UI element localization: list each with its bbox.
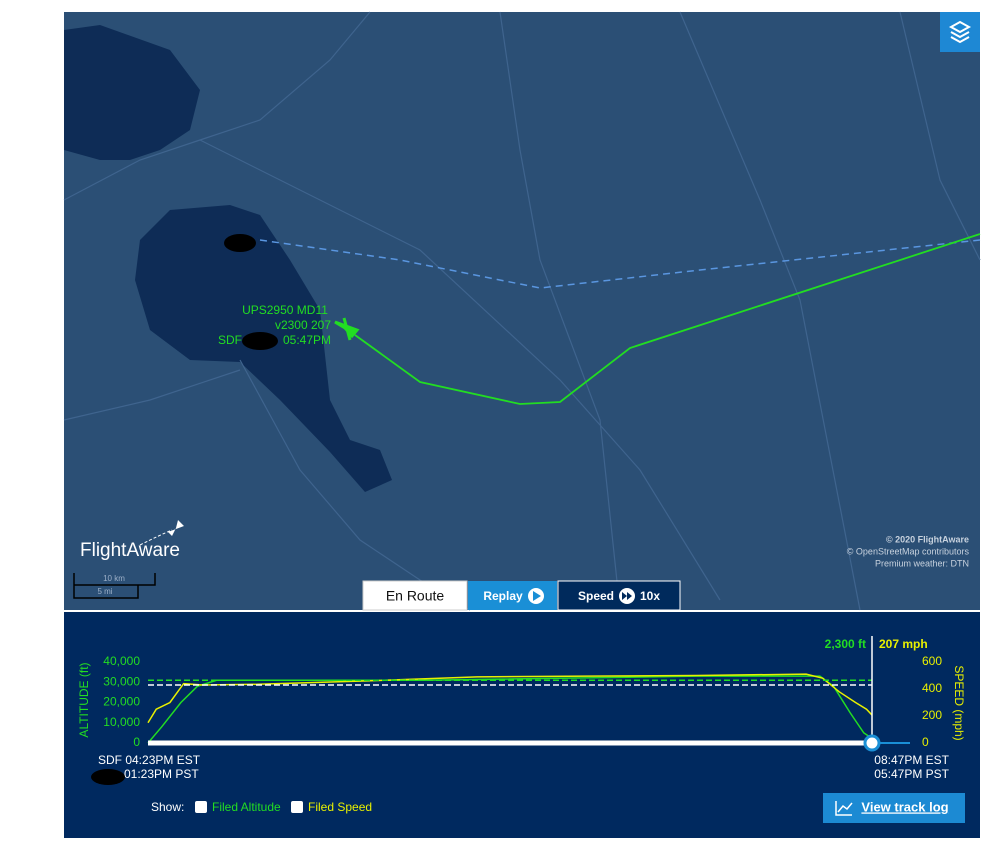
flight-track [354, 233, 981, 405]
y-axis-title: ALTITUDE (ft) [77, 662, 91, 737]
road [499, 11, 621, 611]
checkbox[interactable] [195, 801, 207, 813]
logo-plane [168, 520, 184, 536]
ff-arrows [622, 592, 632, 600]
logo-trail [139, 529, 173, 546]
legend-altitude: Filed Altitude [212, 800, 281, 814]
series-line [147, 675, 873, 744]
roads [63, 11, 981, 611]
map: UPS2950 MD11 v2300 207 SDF 05:47PM Fligh… [63, 11, 981, 611]
scale-km: 10 km [103, 574, 125, 583]
readout-altitude: 2,300 ft [825, 637, 866, 651]
scrubber-handle [863, 734, 881, 752]
y2-tick-label: 400 [922, 681, 942, 695]
end-time: 08:47PM EST [874, 753, 949, 767]
series-line [147, 673, 873, 724]
logo: FlightAware [80, 540, 180, 561]
tab-en-route[interactable] [362, 580, 468, 611]
start-local: 01:23PM PST [124, 767, 199, 781]
water [64, 25, 200, 160]
redaction [91, 769, 125, 785]
y2-tick-label: 0 [922, 735, 929, 749]
plot: 0 10,000 20,000 30,000 40,000 0 200 400 600 [103, 636, 942, 752]
flight-eta: 05:47PM [283, 333, 331, 347]
tab-label: Replay [483, 589, 523, 603]
checkbox[interactable] [291, 801, 303, 813]
tab-label: 10x [640, 589, 660, 603]
flight-alt-speed: v2300 207 [275, 318, 331, 332]
show-label: Show: [151, 800, 184, 814]
y-tick-label: 10,000 [103, 715, 140, 729]
attribution: © OpenStreetMap contributors [847, 546, 970, 556]
y-tick-label: 40,000 [103, 654, 140, 668]
road [899, 11, 981, 261]
road [63, 369, 241, 421]
tab-speed[interactable] [557, 580, 681, 611]
end-local: 05:47PM PST [874, 767, 949, 781]
flight-origin: SDF [218, 333, 242, 347]
tab-label: Speed [578, 589, 614, 603]
attribution: © 2020 FlightAware [886, 534, 969, 544]
flight-callsign: UPS2950 MD11 [242, 303, 328, 317]
play-arrow [533, 591, 541, 601]
track-log-icon [835, 801, 853, 816]
scale-bar [73, 573, 156, 599]
y2-tick-label: 600 [922, 654, 942, 668]
layers-icon [948, 20, 972, 44]
scale-mi: 5 mi [97, 587, 112, 596]
road [199, 139, 721, 601]
attribution: Premium weather: DTN [875, 558, 969, 568]
redaction [224, 234, 256, 252]
start-time: SDF 04:23PM EST [98, 753, 201, 767]
track-log-label: View track log [861, 799, 948, 814]
aircraft-icon[interactable] [334, 317, 360, 341]
redaction [242, 332, 278, 350]
y-tick-label: 20,000 [103, 695, 140, 709]
y-tick-label: 0 [133, 735, 140, 749]
y2-axis-title: SPEED (mph) [952, 665, 966, 740]
tab-label: En Route [386, 588, 445, 604]
road [679, 11, 861, 611]
legend-speed: Filed Speed [308, 800, 372, 814]
y2-tick-label: 200 [922, 708, 942, 722]
y-tick-label: 30,000 [103, 674, 140, 688]
readout-speed: 207 mph [879, 637, 928, 651]
road [63, 11, 371, 201]
